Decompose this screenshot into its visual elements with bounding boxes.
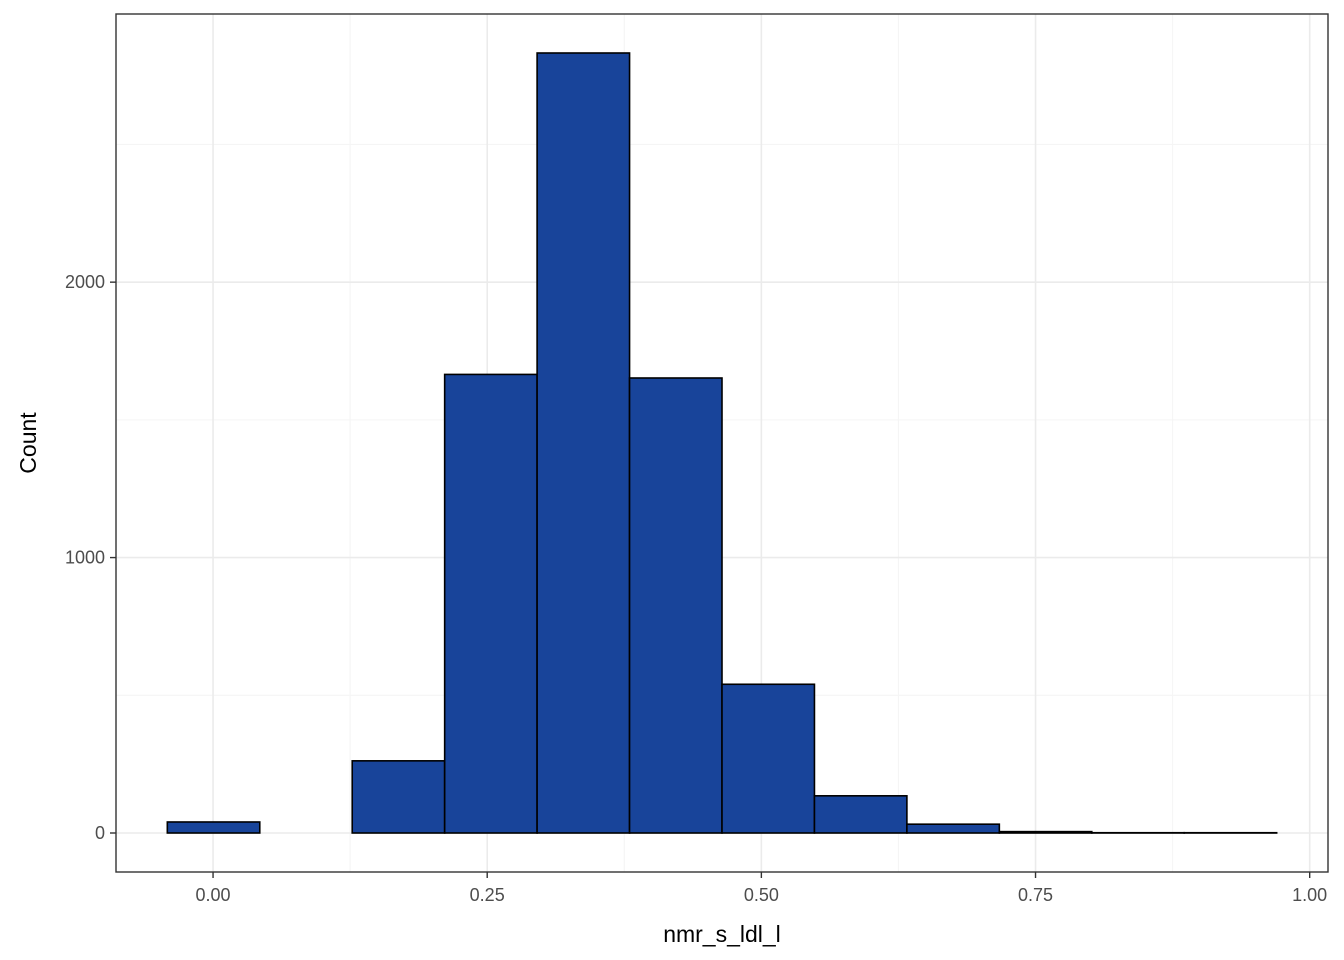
histogram-bar — [721, 683, 816, 834]
histogram-bar — [166, 821, 261, 834]
histogram-bar — [906, 823, 1001, 834]
y-axis: 0 1000 2000 — [65, 272, 116, 843]
histogram-bar — [628, 377, 723, 834]
x-tick-label: 1.00 — [1292, 885, 1327, 905]
histogram-bar — [813, 795, 908, 834]
y-tick-label: 0 — [95, 823, 105, 843]
x-tick-label: 0.25 — [470, 885, 505, 905]
x-tick-label: 0.75 — [1018, 885, 1053, 905]
histogram-bars — [166, 52, 1278, 834]
y-axis-title: Count — [15, 412, 41, 474]
histogram-bar — [351, 760, 446, 834]
x-axis-title: nmr_s_ldl_l — [663, 921, 781, 947]
x-axis: 0.00 0.25 0.50 0.75 1.00 — [196, 872, 1327, 905]
y-tick-label: 1000 — [65, 548, 105, 568]
histogram-bar — [443, 373, 538, 834]
x-tick-label: 0.50 — [744, 885, 779, 905]
histogram-bar — [536, 52, 631, 834]
panel-border — [115, 13, 1329, 873]
y-tick-label: 2000 — [65, 272, 105, 292]
x-tick-label: 0.00 — [196, 885, 231, 905]
histogram-bar — [998, 830, 1093, 834]
